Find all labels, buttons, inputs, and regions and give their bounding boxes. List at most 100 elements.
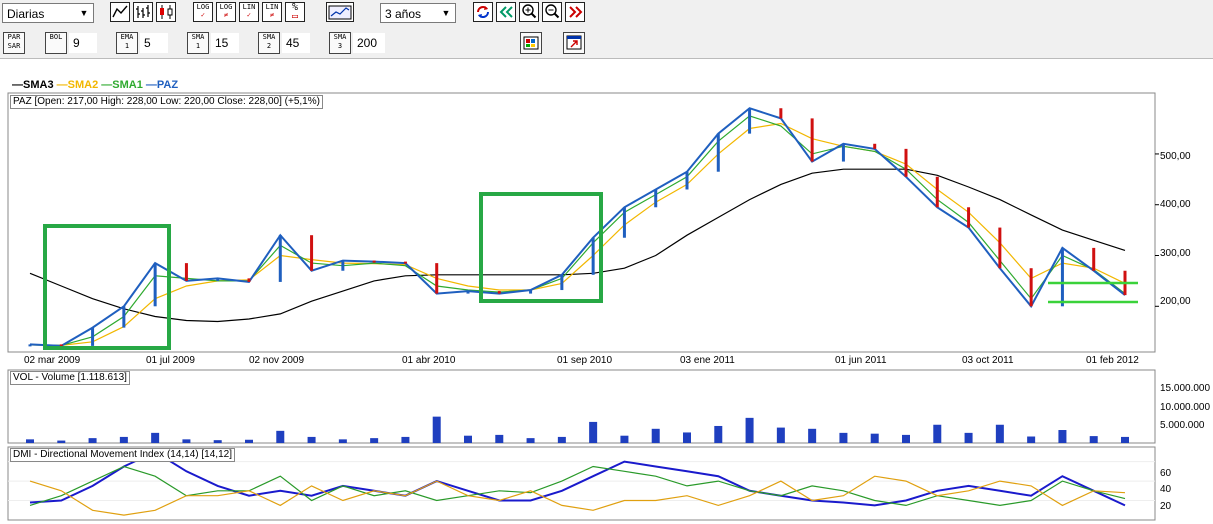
price-point xyxy=(685,171,689,190)
price-point xyxy=(247,278,251,282)
volume-bar xyxy=(902,434,910,443)
x-axis-label: 01 feb 2012 xyxy=(1086,355,1139,366)
series-line-sma1 xyxy=(29,115,1126,347)
volume-bar xyxy=(651,428,660,443)
price-point xyxy=(998,227,1002,269)
volume-bar xyxy=(870,433,879,443)
volume-bar xyxy=(401,436,410,443)
dmi-y-label: 20 xyxy=(1160,501,1172,512)
volume-bar xyxy=(526,438,535,443)
sma3-period-input[interactable]: 200 xyxy=(353,33,385,53)
indicator-icon-label: BOL xyxy=(49,33,63,41)
lin-scale-button[interactable]: LIN ✓ xyxy=(239,2,259,22)
sma2-period-input[interactable]: 45 xyxy=(282,33,310,53)
volume-bar xyxy=(276,430,285,443)
volume-bar xyxy=(245,439,253,443)
period-select-value: Diarias xyxy=(7,7,45,21)
zoom-out-icon[interactable] xyxy=(542,2,562,22)
price-point xyxy=(1029,268,1033,307)
sma2-button[interactable]: SMA 2 xyxy=(258,32,280,54)
fast-forward-icon[interactable] xyxy=(565,2,585,22)
volume-bar xyxy=(464,435,472,443)
price-point xyxy=(122,306,126,328)
volume-bar xyxy=(370,438,379,443)
price-point xyxy=(779,108,783,119)
price-point xyxy=(873,143,877,149)
line-chart-icon[interactable] xyxy=(110,2,130,22)
volume-bar xyxy=(839,432,848,443)
dmi-line-di xyxy=(29,465,1126,507)
highlight-box xyxy=(479,192,603,303)
volume-panel-frame xyxy=(7,369,1156,444)
bollinger-period-input[interactable]: 9 xyxy=(69,33,97,53)
price-point xyxy=(278,235,282,282)
sma1-button[interactable]: SMA 1 xyxy=(187,32,209,54)
export-window-icon[interactable] xyxy=(563,32,585,54)
ema1-button[interactable]: EMA 1 xyxy=(116,32,138,54)
dmi-y-label: 40 xyxy=(1160,484,1172,495)
ema1-period-input[interactable]: 5 xyxy=(140,33,168,53)
rewind-icon[interactable] xyxy=(496,2,516,22)
log-scale-button[interactable]: LOG ✓ xyxy=(193,2,213,22)
dmi-line-di xyxy=(29,475,1126,516)
bollinger-button[interactable]: BOL xyxy=(45,32,67,54)
x-axis-label: 02 mar 2009 xyxy=(24,355,81,366)
chart-window-icon[interactable] xyxy=(326,2,354,22)
volume-bar xyxy=(182,439,191,443)
zoom-in-icon[interactable] xyxy=(519,2,539,22)
price-point xyxy=(654,189,658,208)
x-axis-label: 01 sep 2010 xyxy=(557,355,613,366)
sma3-button[interactable]: SMA 3 xyxy=(329,32,351,54)
volume-bar xyxy=(714,425,723,443)
range-select-value: 3 años xyxy=(385,7,422,21)
price-point xyxy=(529,290,533,294)
volume-bar xyxy=(307,436,316,443)
legend-sma3: —SMA3 xyxy=(12,79,54,91)
price-point xyxy=(904,148,908,177)
price-point xyxy=(341,260,345,271)
volume-bar xyxy=(589,421,598,443)
volume-bar xyxy=(1121,436,1129,443)
price-point xyxy=(935,176,939,208)
volume-bar xyxy=(151,432,160,443)
indicators-toolbar: PAR SAR BOL 9 EMA 1 5 SMA 1 15 SMA 2 45 … xyxy=(0,28,1213,58)
chevron-down-icon: ▼ xyxy=(441,8,451,18)
volume-bar xyxy=(1058,430,1067,443)
legend-sma2: —SMA2 xyxy=(56,79,99,91)
price-y-label: 200,00 xyxy=(1160,296,1191,307)
candlestick-icon[interactable] xyxy=(156,2,176,22)
volume-bar xyxy=(745,417,754,443)
dmi-y-label: 60 xyxy=(1160,468,1172,479)
price-point xyxy=(967,207,971,228)
refresh-icon[interactable] xyxy=(473,2,493,22)
volume-bar xyxy=(808,428,817,443)
price-y-label: 500,00 xyxy=(1160,151,1191,162)
price-point xyxy=(1092,247,1096,271)
indicator-icon-label: SMA 2 xyxy=(262,33,276,50)
volume-bar xyxy=(338,439,347,443)
lin-label-2: LIN xyxy=(265,3,279,11)
x-axis-label: 01 abr 2010 xyxy=(402,355,456,366)
volume-bar xyxy=(495,434,504,443)
percent-button[interactable]: % ▭ xyxy=(285,2,305,22)
price-panel-title: PAZ [Open: 217,00 High: 228,00 Low: 220,… xyxy=(10,95,323,109)
x-axis-label: 03 ene 2011 xyxy=(680,355,735,366)
x-axis-label: 01 jun 2011 xyxy=(835,355,887,366)
period-select[interactable]: Diarias ▼ xyxy=(2,3,94,23)
price-point xyxy=(91,327,95,346)
price-point xyxy=(28,344,32,347)
volume-bar xyxy=(1089,436,1098,443)
parabolic-sar-button[interactable]: PAR SAR xyxy=(3,32,25,54)
price-point xyxy=(810,118,814,162)
bar-chart-icon[interactable] xyxy=(133,2,153,22)
price-point xyxy=(560,274,564,291)
price-point xyxy=(372,260,376,263)
log-off-button[interactable]: LOG ≠ xyxy=(216,2,236,22)
color-palette-icon[interactable] xyxy=(520,32,542,54)
volume-bar xyxy=(57,440,66,443)
sma1-period-input[interactable]: 15 xyxy=(211,33,239,53)
lin-label: LIN xyxy=(242,3,256,11)
series-line-paz xyxy=(29,107,1126,347)
range-select[interactable]: 3 años ▼ xyxy=(380,3,456,23)
lin-off-button[interactable]: LIN ≠ xyxy=(262,2,282,22)
